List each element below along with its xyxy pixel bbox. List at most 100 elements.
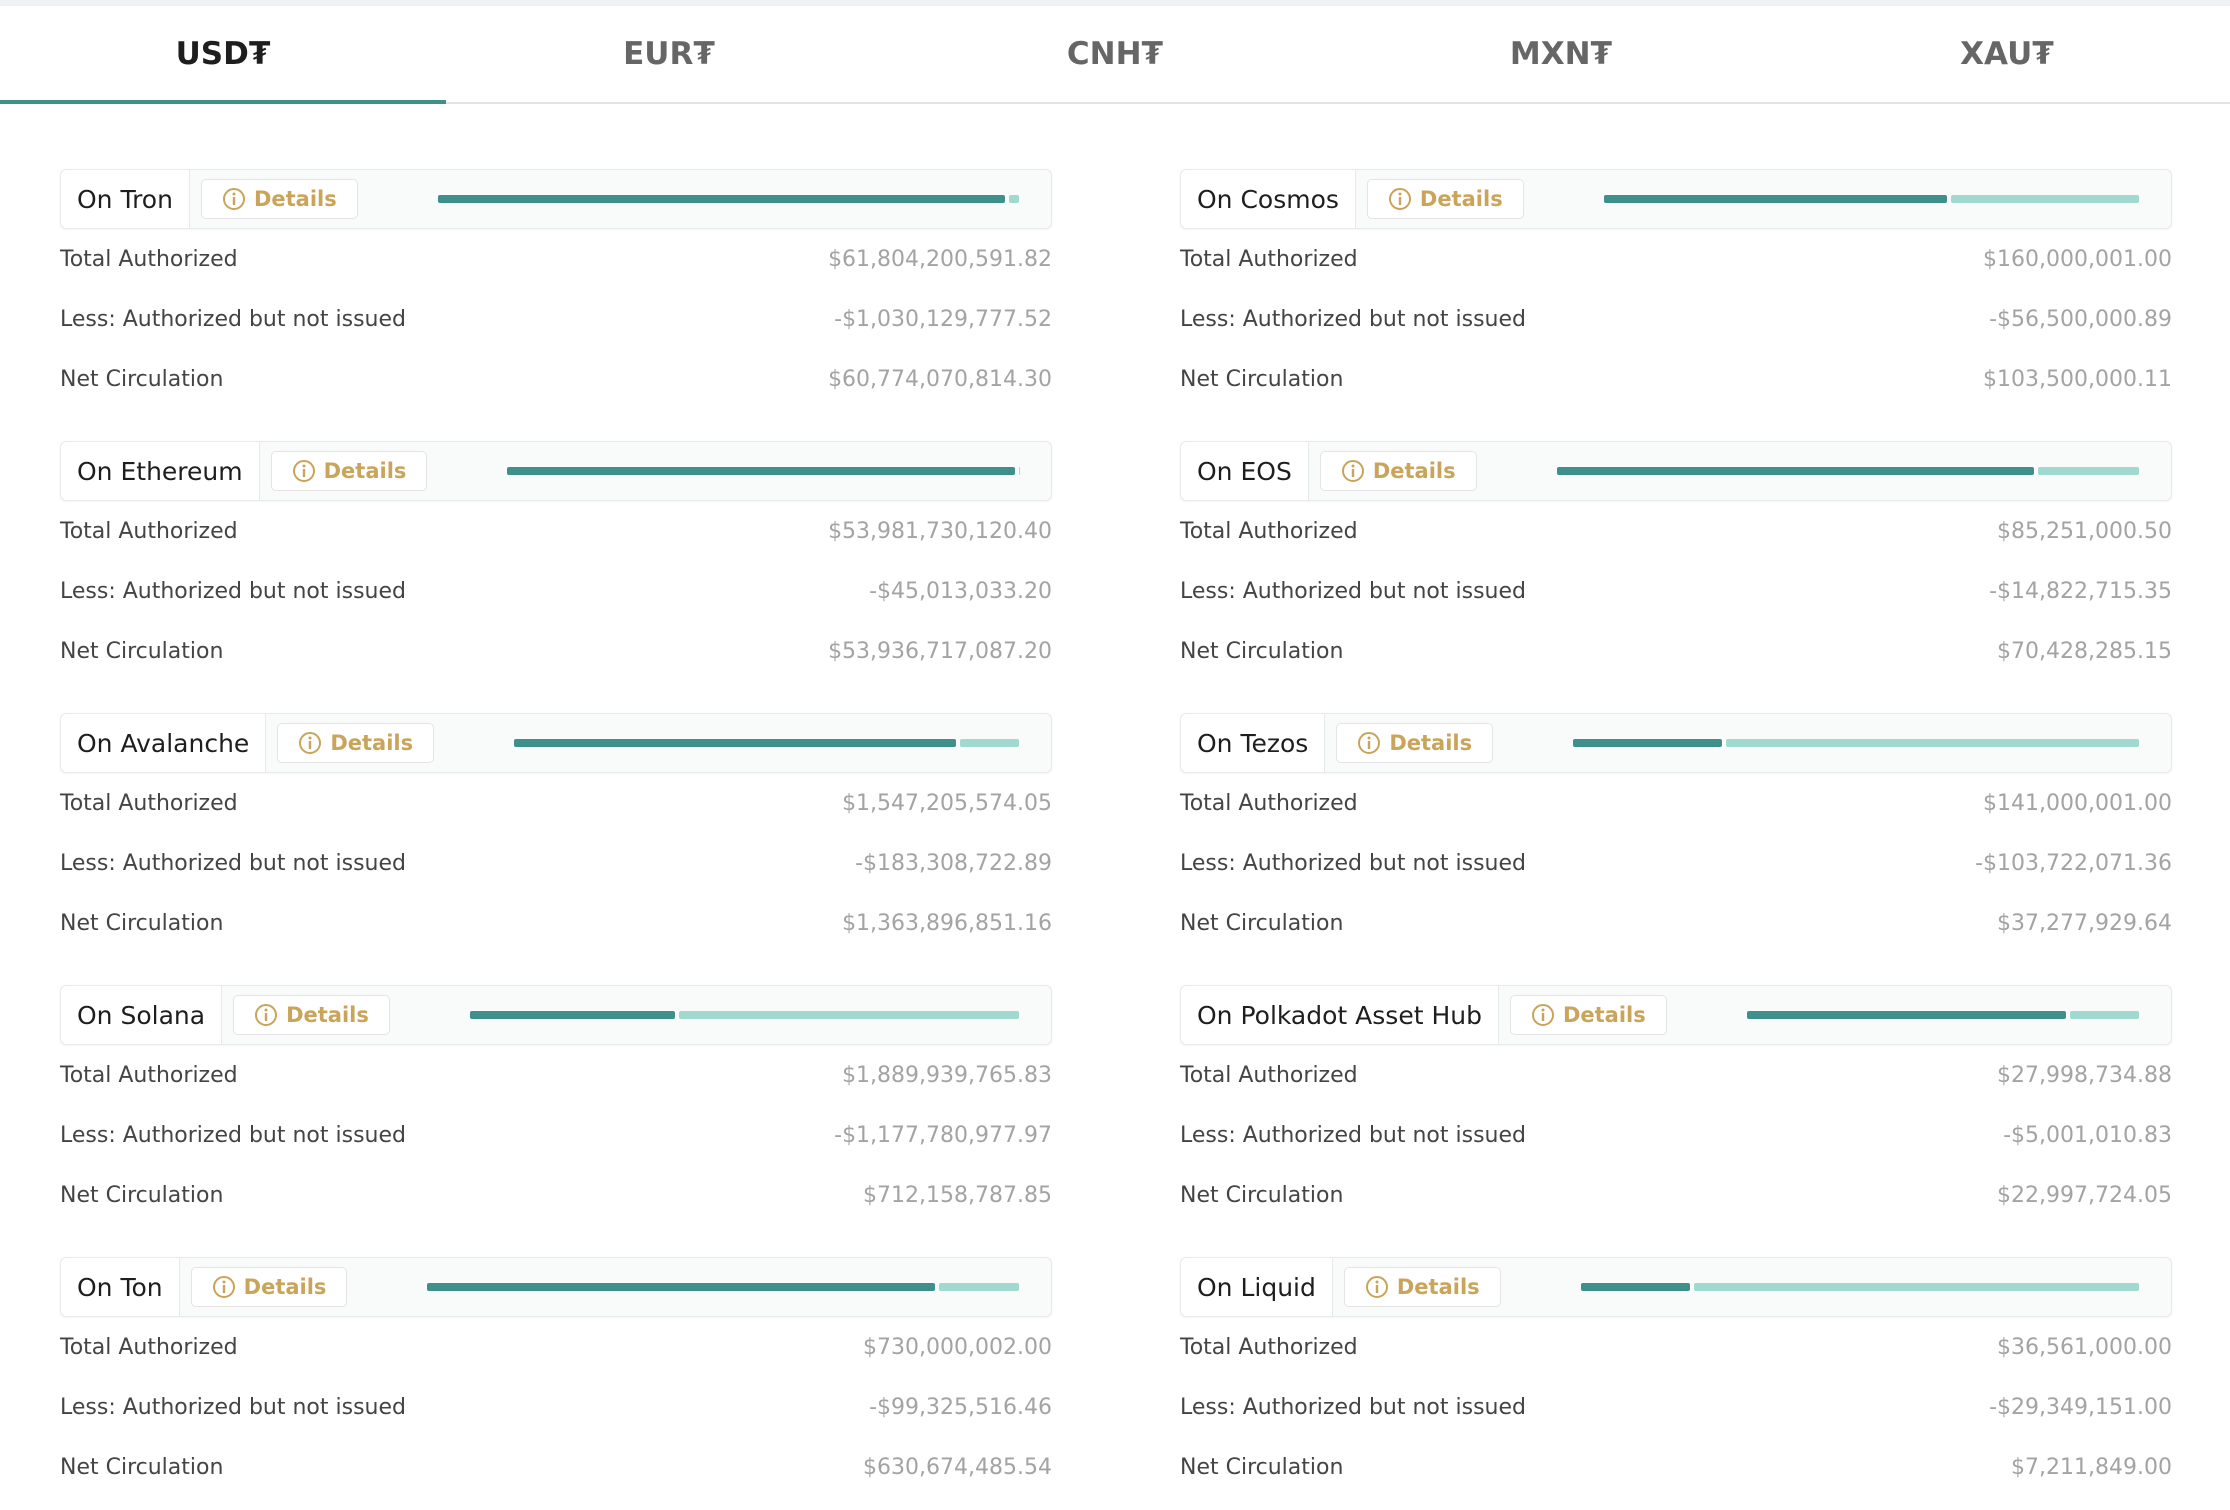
row-value: $27,998,734.88: [1997, 1062, 2172, 1088]
details-button[interactable]: Details: [270, 451, 428, 491]
data-row: Net Circulation $103,500,000.11: [1180, 349, 2172, 409]
row-label: Net Circulation: [60, 366, 224, 392]
unissued-segment: [1951, 195, 2139, 203]
row-label: Total Authorized: [60, 1062, 238, 1088]
progress-bar: [427, 1283, 1019, 1291]
data-row: Net Circulation $22,997,724.05: [1180, 1165, 2172, 1225]
net-segment: [427, 1283, 936, 1291]
row-value: $103,500,000.11: [1983, 366, 2172, 392]
row-value: -$1,030,129,777.52: [834, 306, 1052, 332]
row-label: Net Circulation: [60, 638, 224, 664]
net-segment: [469, 1011, 676, 1019]
row-label: Net Circulation: [60, 1182, 224, 1208]
details-button[interactable]: Details: [190, 1267, 348, 1307]
info-icon: [299, 732, 322, 754]
details-button[interactable]: Details: [233, 995, 390, 1035]
row-label: Less: Authorized but not issued: [60, 578, 406, 604]
data-row: Total Authorized $53,981,730,120.40: [60, 501, 1052, 561]
row-value: $1,889,939,765.83: [842, 1062, 1052, 1088]
data-row: Less: Authorized but not issued -$103,722…: [1180, 833, 2172, 893]
data-row: Total Authorized $27,998,734.88: [1180, 1045, 2172, 1105]
row-value: $37,277,929.64: [1997, 910, 2172, 936]
progress-bar: [437, 195, 1019, 203]
row-label: Total Authorized: [60, 518, 238, 544]
row-value: $730,000,002.00: [863, 1334, 1052, 1360]
info-icon: [255, 1004, 278, 1026]
row-value: -$5,001,010.83: [2003, 1122, 2172, 1148]
chain-card: On Polkadot Asset Hub Details Total Author…: [1180, 985, 2172, 1225]
data-row: Net Circulation $37,277,929.64: [1180, 893, 2172, 953]
progress-bar: [1556, 467, 2139, 475]
card-grid: On Tron Details Total Authorized $61,804,20…: [60, 169, 2172, 1497]
details-button[interactable]: Details: [277, 723, 435, 763]
net-segment: [1573, 739, 1722, 747]
row-value: $712,158,787.85: [863, 1182, 1052, 1208]
chain-card: On Liquid Details Total Authorized $36,561,…: [1180, 1257, 2172, 1497]
tab[interactable]: USD₮: [0, 6, 446, 104]
unissued-segment: [679, 1011, 1019, 1019]
details-label: Details: [1419, 187, 1503, 211]
details-label: Details: [1562, 1003, 1646, 1027]
details-button[interactable]: Details: [1343, 1267, 1501, 1307]
data-row: Net Circulation $53,936,717,087.20: [60, 621, 1052, 681]
chain-name: On Tron: [61, 170, 190, 228]
data-row: Less: Authorized but not issued -$183,308…: [60, 833, 1052, 893]
row-value: $85,251,000.50: [1997, 518, 2172, 544]
tab[interactable]: XAU₮: [1960, 36, 2054, 72]
row-value: -$1,177,780,977.97: [834, 1122, 1052, 1148]
row-value: $53,981,730,120.40: [828, 518, 1052, 544]
row-label: Total Authorized: [1180, 790, 1358, 816]
details-label: Details: [1372, 459, 1456, 483]
details-button[interactable]: Details: [1336, 723, 1494, 763]
row-label: Less: Authorized but not issued: [60, 306, 406, 332]
row-label: Net Circulation: [60, 910, 224, 936]
row-value: $53,936,717,087.20: [828, 638, 1052, 664]
progress-bar: [1603, 195, 2139, 203]
info-icon: [1341, 460, 1364, 482]
details-button[interactable]: Details: [1366, 179, 1524, 219]
row-label: Total Authorized: [60, 1334, 238, 1360]
row-label: Total Authorized: [1180, 518, 1358, 544]
data-row: Less: Authorized but not issued -$56,500,…: [1180, 289, 2172, 349]
chain-card: On EOS Details Total Authorized $85,251,000…: [1180, 441, 2172, 681]
row-label: Net Circulation: [1180, 1182, 1344, 1208]
card-header: On Ethereum Details: [60, 441, 1052, 501]
progress-bar: [469, 1011, 1019, 1019]
progress-bar: [1580, 1283, 2139, 1291]
card-header: On Cosmos Details: [1180, 169, 2172, 229]
details-label: Details: [323, 459, 407, 483]
details-button[interactable]: Details: [1319, 451, 1477, 491]
tab[interactable]: CNH₮: [1066, 36, 1164, 72]
data-row: Less: Authorized but not issued -$99,325,…: [60, 1377, 1052, 1437]
chain-card: On Ton Details Total Authorized $730,000,00…: [60, 1257, 1052, 1497]
row-value: $141,000,001.00: [1983, 790, 2172, 816]
chain-name: On Avalanche: [61, 714, 267, 772]
data-row: Less: Authorized but not issued -$1,030,1…: [60, 289, 1052, 349]
data-row: Net Circulation $7,211,849.00: [1180, 1437, 2172, 1497]
row-label: Less: Authorized but not issued: [60, 1122, 406, 1148]
row-label: Net Circulation: [60, 1454, 224, 1480]
row-label: Net Circulation: [1180, 638, 1344, 664]
row-value: $36,561,000.00: [1997, 1334, 2172, 1360]
row-label: Less: Authorized but not issued: [1180, 1122, 1526, 1148]
row-label: Total Authorized: [60, 790, 238, 816]
data-row: Net Circulation $1,363,896,851.16: [60, 893, 1052, 953]
details-button[interactable]: Details: [1509, 995, 1667, 1035]
card-header: On Solana Details: [60, 985, 1052, 1045]
data-row: Net Circulation $712,158,787.85: [60, 1165, 1052, 1225]
tab[interactable]: MXN₮: [1509, 36, 1613, 72]
chain-name: On Cosmos: [1181, 170, 1356, 228]
details-label: Details: [243, 1275, 327, 1299]
details-label: Details: [330, 731, 414, 755]
row-value: $70,428,285.15: [1997, 638, 2172, 664]
chain-name: On Polkadot Asset Hub: [1181, 986, 1499, 1044]
row-value: -$45,013,033.20: [869, 578, 1052, 604]
row-label: Less: Authorized but not issued: [1180, 306, 1526, 332]
chain-card: On Tezos Details Total Authorized $141,000,…: [1180, 713, 2172, 953]
tab[interactable]: EUR₮: [623, 36, 715, 72]
row-label: Less: Authorized but not issued: [60, 850, 406, 876]
data-row: Total Authorized $141,000,001.00: [1180, 773, 2172, 833]
details-button[interactable]: Details: [200, 179, 358, 219]
data-row: Less: Authorized but not issued -$1,177,7…: [60, 1105, 1052, 1165]
